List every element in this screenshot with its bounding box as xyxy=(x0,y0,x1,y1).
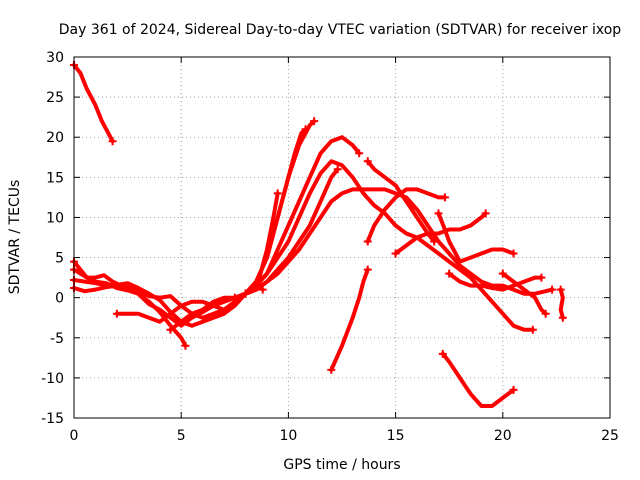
y-tick-label: 30 xyxy=(46,50,64,66)
series-endpoint-marker xyxy=(108,137,117,146)
series-endpoint-marker xyxy=(327,365,336,374)
data-series xyxy=(70,61,567,408)
series-arc-16 xyxy=(558,287,565,320)
series-endpoint-marker xyxy=(541,309,550,318)
y-tick-label: 20 xyxy=(46,130,64,146)
series-endpoint-marker xyxy=(528,325,537,334)
series-endpoint-marker xyxy=(558,313,567,322)
series-endpoint-marker xyxy=(112,309,121,318)
series-endpoint-marker xyxy=(548,285,557,294)
series-arc-14 xyxy=(447,271,544,292)
series-arc-6 xyxy=(243,159,535,332)
series-endpoint-marker xyxy=(430,237,439,246)
series-arc-11 xyxy=(365,159,437,244)
series-arc-15 xyxy=(500,271,548,316)
series-endpoint-marker xyxy=(355,149,364,158)
y-tick-label: -15 xyxy=(41,411,64,427)
series-endpoint-marker xyxy=(273,189,282,198)
y-tick-label: 5 xyxy=(55,251,64,267)
series-endpoint-marker xyxy=(498,269,507,278)
series-endpoint-marker xyxy=(445,269,454,278)
series-endpoint-marker xyxy=(556,285,565,294)
series-arc-9 xyxy=(329,267,370,372)
series-endpoint-marker xyxy=(333,165,342,174)
series-endpoint-marker xyxy=(310,117,319,126)
y-tick-label: 0 xyxy=(55,291,64,307)
axes: 0 5 10 15 20 25 -15 -10 -5 0 5 10 15 20 25 30 xyxy=(41,50,619,444)
y-tick-label: -5 xyxy=(50,331,64,347)
series-arc-1 xyxy=(72,63,115,144)
y-tick-label: 10 xyxy=(46,210,64,226)
series-endpoint-marker xyxy=(363,237,372,246)
x-tick-label: 25 xyxy=(601,428,619,444)
series-endpoint-marker xyxy=(166,325,175,334)
series-endpoint-marker xyxy=(509,249,518,258)
x-tick-label: 20 xyxy=(494,428,512,444)
x-tick-label: 15 xyxy=(387,428,405,444)
y-tick-label: 25 xyxy=(46,90,64,106)
series-endpoint-marker xyxy=(363,265,372,274)
series-endpoint-marker xyxy=(537,273,546,282)
series-endpoint-marker xyxy=(301,125,310,134)
series-arc-13 xyxy=(436,211,516,264)
series-arc-2 xyxy=(72,259,188,348)
series-endpoint-marker xyxy=(434,209,443,218)
plot-frame xyxy=(73,56,611,419)
series-arc-17 xyxy=(440,351,516,408)
series-arc-5 xyxy=(72,135,362,328)
x-axis-label: GPS time / hours xyxy=(283,457,400,473)
series-endpoint-marker xyxy=(391,249,400,258)
y-tick-label: 15 xyxy=(46,170,64,186)
grid-lines xyxy=(74,57,610,418)
series-endpoint-marker xyxy=(438,349,447,358)
y-axis-label: SDTVAR / TECUs xyxy=(7,180,23,295)
series-arc-10 xyxy=(365,187,447,244)
series-arc-19 xyxy=(168,191,280,332)
x-tick-label: 10 xyxy=(279,428,297,444)
series-endpoint-marker xyxy=(481,209,490,218)
series-endpoint-marker xyxy=(363,157,372,166)
series-endpoint-marker xyxy=(509,385,518,394)
y-tick-label: -10 xyxy=(41,371,64,387)
chart-title: Day 361 of 2024, Sidereal Day-to-day VTE… xyxy=(59,22,622,38)
x-tick-label: 5 xyxy=(177,428,186,444)
series-endpoint-marker xyxy=(181,341,190,350)
x-tick-label: 0 xyxy=(70,428,79,444)
series-endpoint-marker xyxy=(258,285,267,294)
series-endpoint-marker xyxy=(440,193,449,202)
